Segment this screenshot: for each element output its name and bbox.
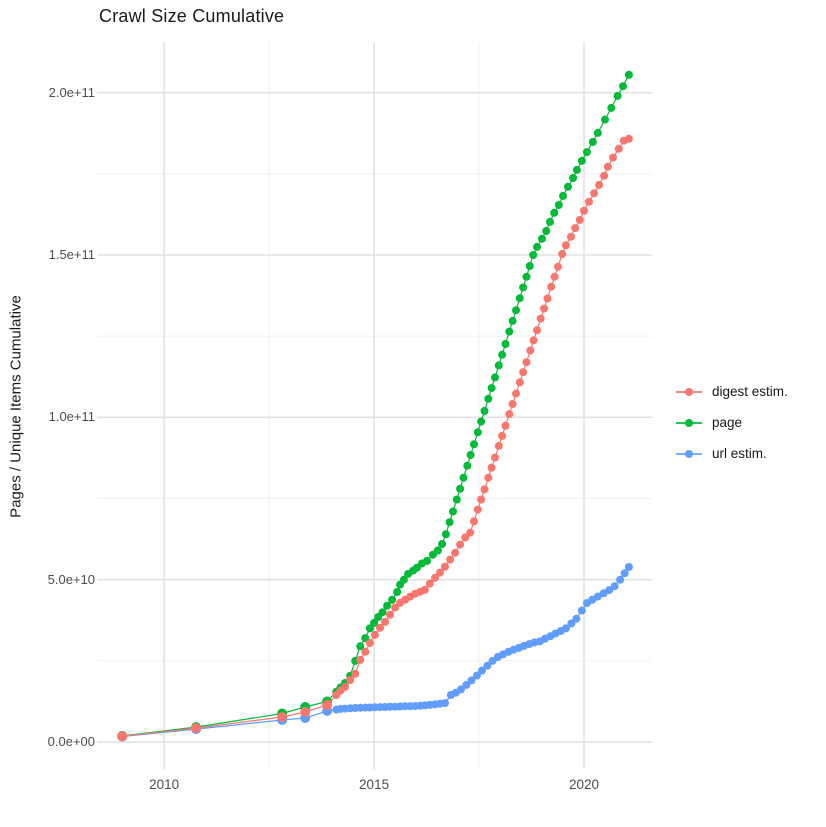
- chart-title: Crawl Size Cumulative: [99, 6, 285, 26]
- series-page: [117, 70, 633, 741]
- x-tick-label: 2010: [149, 777, 180, 792]
- legend: digest estim. page url estim.: [676, 376, 788, 469]
- legend-label: url estim.: [712, 446, 767, 461]
- y-tick-label: 2.0e+11: [48, 84, 95, 100]
- y-tick-label: 1.5e+11: [48, 247, 95, 262]
- gridlines-major: [97, 42, 652, 769]
- legend-dot-icon: [685, 418, 693, 427]
- legend-key-digest-estim: [676, 384, 702, 400]
- y-tick-label: 1.0e+11: [48, 409, 95, 425]
- legend-dot-icon: [685, 449, 693, 458]
- x-tick-label: 2015: [359, 777, 390, 792]
- legend-dot-icon: [685, 387, 693, 396]
- series-url-estim-: [117, 563, 633, 742]
- legend-label: digest estim.: [712, 384, 788, 399]
- legend-label: page: [712, 415, 743, 430]
- data-series-layer: [117, 70, 633, 742]
- legend-key-page: [676, 415, 702, 431]
- series-digest-estim-: [117, 134, 633, 742]
- y-tick-label: 5.0e+10: [47, 571, 95, 587]
- legend-item-digest-estim: digest estim.: [676, 376, 788, 407]
- legend-key-url-estim: [676, 446, 702, 462]
- y-tick-label: 0.0e+00: [47, 734, 95, 750]
- x-tick-label: 2020: [568, 777, 599, 792]
- legend-item-page: page: [676, 407, 788, 438]
- legend-item-url-estim: url estim.: [676, 438, 788, 469]
